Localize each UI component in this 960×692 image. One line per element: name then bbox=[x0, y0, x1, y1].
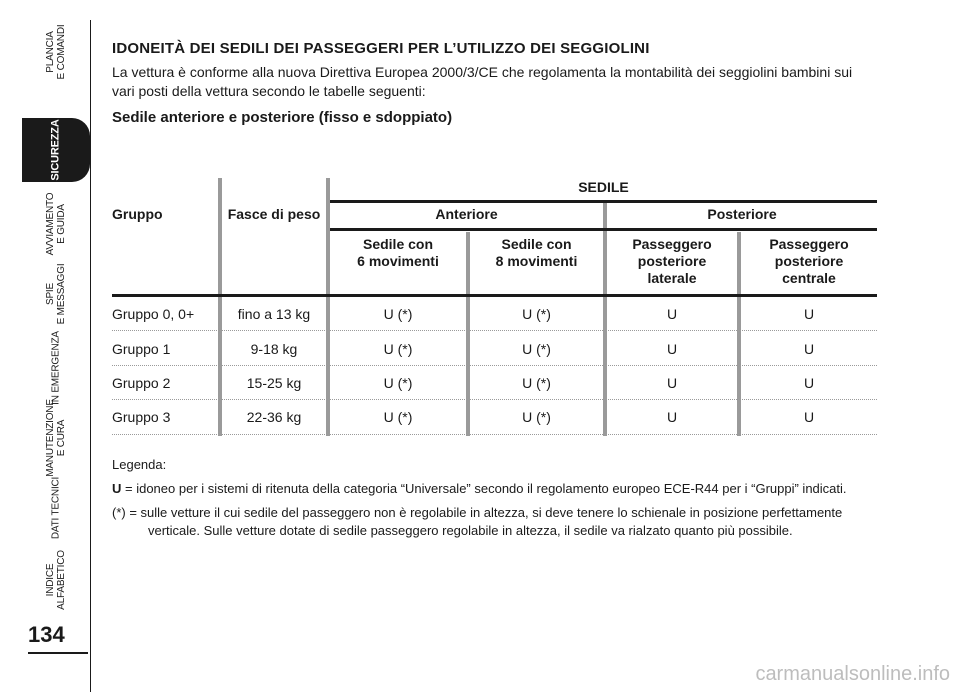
table-cell: U bbox=[803, 341, 815, 357]
table-cell: U bbox=[803, 375, 815, 391]
table-cell: Gruppo 0, 0+ bbox=[112, 306, 195, 322]
column-divider bbox=[466, 232, 470, 436]
tab-label: AVVIAMENTO E GUIDA bbox=[45, 192, 67, 256]
tab-label: SPIE E MESSAGGI bbox=[45, 263, 67, 325]
header-rule bbox=[330, 200, 877, 203]
table-cell: U (*) bbox=[383, 341, 413, 357]
tab-label: INDICE ALFABETICO bbox=[45, 550, 67, 610]
legend-star-key: (*) bbox=[112, 505, 126, 520]
tab-label: DATI TECNICI bbox=[50, 476, 62, 540]
tab-sicurezza[interactable]: SICUREZZA bbox=[22, 118, 90, 182]
table-cell: U (*) bbox=[383, 306, 413, 322]
table-cell: U (*) bbox=[522, 306, 551, 322]
sidebar-divider-lower bbox=[90, 608, 91, 692]
header-fasce-di-peso: Fasce di peso bbox=[227, 206, 321, 222]
tab-indice-alfabetico[interactable]: INDICE ALFABETICO bbox=[22, 548, 90, 612]
column-divider bbox=[326, 178, 330, 436]
header-rule bbox=[330, 228, 877, 231]
header-rule bbox=[112, 294, 877, 297]
column-divider bbox=[218, 178, 222, 436]
row-rule bbox=[112, 399, 877, 400]
sidebar-divider bbox=[90, 20, 91, 608]
legend-u-text: = idoneo per i sistemi di ritenuta della… bbox=[121, 481, 847, 496]
table-cell: U bbox=[666, 375, 678, 391]
table-cell: 9-18 kg bbox=[250, 341, 298, 357]
header-sedile: SEDILE bbox=[578, 179, 629, 195]
header-sedile-8-movimenti: Sedile con 8 movimenti bbox=[495, 236, 578, 269]
seat-suitability-table: SEDILE Gruppo Fasce di peso Anteriore Po… bbox=[112, 178, 877, 436]
tab-dati-tecnici[interactable]: DATI TECNICI bbox=[22, 476, 90, 540]
table-cell: U (*) bbox=[522, 409, 551, 425]
tab-label: PLANCIA E COMANDI bbox=[45, 24, 67, 80]
legend-star-text: = sulle vetture il cui sedile del passeg… bbox=[125, 505, 843, 538]
header-posteriore-centrale: Passeggero posteriore centrale bbox=[769, 236, 849, 286]
tab-label: SICUREZZA bbox=[49, 119, 62, 181]
tab-in-emergenza[interactable]: IN EMERGENZA bbox=[22, 331, 90, 405]
tab-spie-e-messaggi[interactable]: SPIE E MESSAGGI bbox=[22, 262, 90, 326]
table-cell: U bbox=[803, 306, 815, 322]
header-sedile-6-movimenti: Sedile con 6 movimenti bbox=[357, 236, 439, 269]
header-posteriore: Posteriore bbox=[707, 206, 777, 222]
table-cell: U (*) bbox=[383, 375, 413, 391]
table-cell: 15-25 kg bbox=[246, 375, 302, 391]
tab-avviamento-e-guida[interactable]: AVVIAMENTO E GUIDA bbox=[22, 192, 90, 256]
column-divider bbox=[737, 232, 741, 436]
table-cell: Gruppo 1 bbox=[112, 341, 171, 357]
legend-u: U = idoneo per i sistemi di ritenuta del… bbox=[112, 480, 878, 498]
section-subtitle: Sedile anteriore e posteriore (fisso e s… bbox=[112, 109, 453, 126]
page-title: IDONEITÀ DEI SEDILI DEI PASSEGGERI PER L… bbox=[112, 40, 650, 57]
tab-manutenzione-e-cura[interactable]: MANUTENZIONE E CURA bbox=[22, 399, 90, 477]
table-cell: 22-36 kg bbox=[246, 409, 302, 425]
page-number-underline bbox=[28, 652, 88, 654]
legend-u-key: U bbox=[112, 481, 122, 496]
table-cell: U bbox=[666, 409, 678, 425]
legend-star: (*) = sulle vetture il cui sedile del pa… bbox=[112, 504, 878, 540]
row-rule bbox=[112, 330, 877, 331]
table-cell: U bbox=[803, 409, 815, 425]
table-cell: U (*) bbox=[383, 409, 413, 425]
table-cell: Gruppo 3 bbox=[112, 409, 171, 425]
legend-heading: Legenda: bbox=[112, 457, 167, 472]
tab-plancia-e-comandi[interactable]: PLANCIA E COMANDI bbox=[22, 20, 90, 84]
table-cell: U bbox=[666, 306, 678, 322]
tab-label: MANUTENZIONE E CURA bbox=[45, 399, 67, 477]
column-divider bbox=[603, 202, 607, 436]
table-cell: Gruppo 2 bbox=[112, 375, 171, 391]
page-number: 134 bbox=[28, 622, 65, 647]
row-rule bbox=[112, 434, 877, 435]
watermark: carmanualsonline.info bbox=[755, 663, 950, 685]
tab-label: IN EMERGENZA bbox=[50, 331, 62, 405]
intro-paragraph: La vettura è conforme alla nuova Diretti… bbox=[112, 64, 853, 99]
section-sidebar: PLANCIA E COMANDI SICUREZZA AVVIAMENTO E… bbox=[0, 0, 100, 692]
table-cell: fino a 13 kg bbox=[237, 306, 311, 322]
header-anteriore: Anteriore bbox=[435, 206, 498, 222]
legend: Legenda: U = idoneo per i sistemi di rit… bbox=[112, 456, 878, 546]
table-cell: U (*) bbox=[522, 375, 551, 391]
table-cell: U bbox=[666, 341, 678, 357]
row-rule bbox=[112, 365, 877, 366]
main-content: IDONEITÀ DEI SEDILI DEI PASSEGGERI PER L… bbox=[112, 40, 878, 126]
header-gruppo: Gruppo bbox=[112, 206, 163, 222]
header-posteriore-laterale: Passeggero posteriore laterale bbox=[632, 236, 712, 286]
table-cell: U (*) bbox=[522, 341, 551, 357]
